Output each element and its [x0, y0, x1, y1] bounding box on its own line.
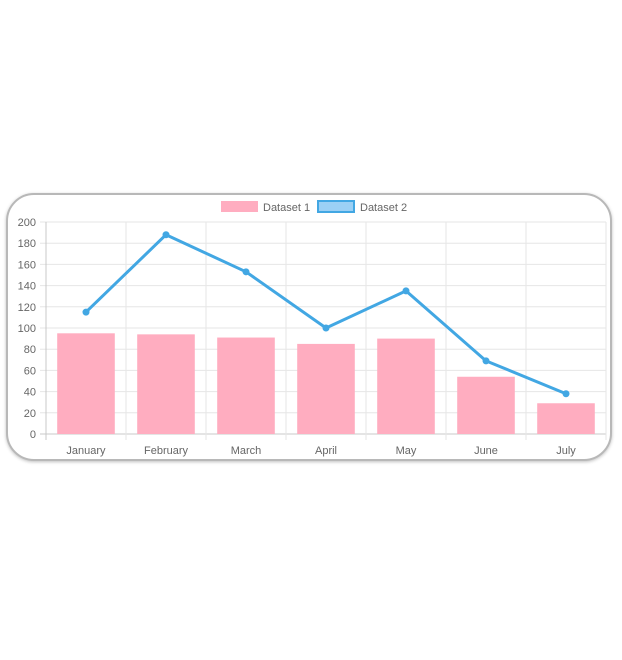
legend-label-dataset-2: Dataset 2 — [360, 202, 407, 214]
x-tick-label: May — [396, 445, 417, 457]
legend: Dataset 1 Dataset 2 — [221, 200, 407, 214]
point-march — [242, 268, 250, 276]
y-tick-label: 100 — [18, 323, 36, 335]
point-july — [562, 390, 570, 398]
y-tick-label: 200 — [18, 217, 36, 229]
bar-may — [377, 338, 435, 434]
legend-label-dataset-1: Dataset 1 — [263, 202, 310, 214]
axes: 0 20 40 60 80 100 120 140 160 180 200 January Februa… — [18, 217, 577, 457]
dataset-1-bars — [57, 333, 595, 434]
bar-april — [297, 343, 355, 434]
point-june — [482, 357, 490, 365]
bar-june — [457, 376, 515, 434]
point-february — [162, 231, 170, 239]
point-april — [322, 324, 330, 332]
y-tick-label: 180 — [18, 238, 36, 250]
x-tick-label: March — [231, 445, 262, 457]
bar-march — [217, 337, 275, 434]
y-tick-label: 40 — [24, 387, 36, 399]
x-tick-label: July — [556, 445, 576, 457]
y-tick-label: 60 — [24, 365, 36, 377]
x-tick-label: April — [315, 445, 337, 457]
x-tick-label: June — [474, 445, 498, 457]
y-tick-label: 160 — [18, 259, 36, 271]
point-january — [82, 308, 90, 316]
x-tick-label: January — [66, 445, 106, 457]
y-tick-label: 120 — [18, 302, 36, 314]
point-may — [402, 287, 410, 295]
dataset-2-line — [82, 231, 570, 398]
legend-swatch-dataset-1 — [221, 201, 258, 212]
y-tick-label: 140 — [18, 281, 36, 293]
bar-february — [137, 334, 195, 434]
bar-july — [537, 403, 595, 434]
legend-swatch-dataset-2 — [317, 200, 355, 213]
y-tick-label: 0 — [30, 429, 36, 441]
x-tick-label: February — [144, 445, 189, 457]
y-tick-label: 80 — [24, 344, 36, 356]
y-tick-label: 20 — [24, 408, 36, 420]
bar-january — [57, 333, 115, 434]
